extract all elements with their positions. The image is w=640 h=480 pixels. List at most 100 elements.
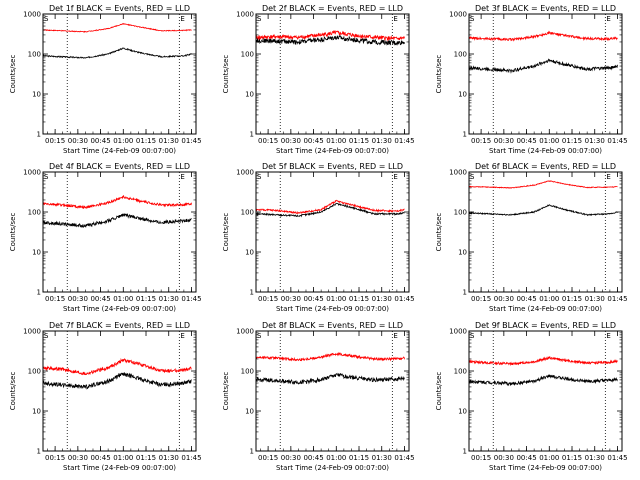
series-line	[42, 357, 192, 376]
x-tick-label: 01:30	[159, 137, 179, 145]
y-tick-label: 100	[454, 209, 467, 217]
chart-title: Det 3f BLACK = Events, RED = LLD	[475, 4, 616, 13]
series-line	[42, 213, 192, 228]
plot-frame	[468, 171, 623, 293]
series-line	[255, 202, 405, 218]
x-tick-label: 00:45	[516, 137, 536, 145]
marker-label: S	[470, 173, 475, 181]
marker-label: E	[606, 15, 610, 23]
x-tick-label: 00:45	[303, 137, 323, 145]
series-line	[255, 199, 405, 215]
marker-label: S	[257, 15, 262, 23]
y-tick-label: 10	[32, 408, 41, 416]
y-tick-label: 1000	[236, 328, 254, 336]
series-line	[468, 58, 618, 74]
series-line	[42, 22, 192, 33]
y-tick-label: 1	[463, 448, 467, 456]
x-tick-label: 00:30	[494, 137, 514, 145]
y-tick-label: 10	[458, 249, 467, 257]
plot-frame	[468, 330, 623, 452]
y-tick-label: 1	[463, 289, 467, 297]
x-tick-label: 00:45	[303, 295, 323, 303]
x-tick-label: 00:30	[281, 137, 301, 145]
x-tick-label: 01:30	[159, 454, 179, 462]
x-tick-label: 00:45	[303, 454, 323, 462]
x-tick-label: 00:15	[471, 454, 491, 462]
x-tick-label: 01:15	[349, 454, 369, 462]
x-tick-label: 01:15	[136, 137, 156, 145]
x-tick-label: 01:15	[349, 137, 369, 145]
marker-label: S	[470, 332, 475, 340]
x-tick-label: 01:30	[585, 295, 605, 303]
x-axis-label: Start Time (24-Feb-09 00:07:00)	[276, 464, 389, 472]
y-tick-label: 10	[245, 91, 254, 99]
x-axis-label: Start Time (24-Feb-09 00:07:00)	[276, 147, 389, 155]
x-tick-label: 00:15	[45, 295, 65, 303]
y-tick-label: 100	[241, 51, 254, 59]
y-tick-label: 1000	[449, 328, 467, 336]
x-axis-label: Start Time (24-Feb-09 00:07:00)	[63, 464, 176, 472]
y-tick-label: 1000	[449, 11, 467, 19]
y-tick-label: 100	[454, 368, 467, 376]
y-tick-label: 1000	[23, 11, 41, 19]
x-tick-label: 00:15	[45, 454, 65, 462]
marker-label: S	[44, 15, 49, 23]
marker-label: S	[44, 332, 49, 340]
y-axis-label: Counts/sec	[435, 55, 443, 94]
x-tick-label: 00:30	[281, 454, 301, 462]
chart-title: Det 7f BLACK = Events, RED = LLD	[49, 321, 190, 330]
y-tick-label: 10	[458, 91, 467, 99]
series-line	[468, 204, 618, 217]
y-tick-label: 1	[250, 448, 254, 456]
x-tick-label: 01:15	[136, 295, 156, 303]
x-tick-label: 01:45	[394, 295, 414, 303]
x-tick-label: 01:00	[113, 295, 133, 303]
series-line	[468, 374, 618, 387]
x-tick-label: 01:30	[372, 295, 392, 303]
plot-frame	[42, 13, 197, 135]
y-axis-label: Counts/sec	[9, 372, 17, 411]
x-tick-label: 00:30	[68, 454, 88, 462]
y-tick-label: 1000	[236, 11, 254, 19]
x-tick-label: 00:30	[281, 295, 301, 303]
y-tick-label: 100	[28, 51, 41, 59]
series-line	[42, 372, 192, 390]
x-axis-label: Start Time (24-Feb-09 00:07:00)	[489, 147, 602, 155]
series-line	[468, 30, 618, 42]
y-tick-label: 1	[463, 131, 467, 139]
x-tick-label: 01:45	[607, 295, 627, 303]
x-tick-label: 01:00	[326, 454, 346, 462]
series-line	[255, 372, 405, 385]
x-axis-label: Start Time (24-Feb-09 00:07:00)	[63, 147, 176, 155]
plot-frame	[255, 171, 410, 293]
x-tick-label: 01:45	[607, 454, 627, 462]
y-tick-label: 1000	[23, 328, 41, 336]
y-tick-label: 10	[245, 408, 254, 416]
plot-frame	[255, 330, 410, 452]
x-tick-label: 01:15	[562, 295, 582, 303]
x-tick-label: 01:45	[181, 295, 201, 303]
y-axis-label: Counts/sec	[9, 55, 17, 94]
x-tick-label: 00:30	[494, 454, 514, 462]
chart-title: Det 2f BLACK = Events, RED = LLD	[262, 4, 403, 13]
plot-frame	[42, 171, 197, 293]
x-tick-label: 01:00	[113, 137, 133, 145]
x-tick-label: 01:15	[349, 295, 369, 303]
marker-label: E	[606, 332, 610, 340]
marker-label: S	[257, 173, 262, 181]
x-tick-label: 01:45	[181, 137, 201, 145]
x-tick-label: 00:15	[471, 137, 491, 145]
x-tick-label: 00:30	[68, 295, 88, 303]
x-axis-label: Start Time (24-Feb-09 00:07:00)	[489, 464, 602, 472]
x-tick-label: 00:15	[258, 454, 278, 462]
y-axis-label: Counts/sec	[222, 372, 230, 411]
x-tick-label: 01:30	[585, 137, 605, 145]
x-tick-label: 00:15	[471, 295, 491, 303]
y-tick-label: 10	[458, 408, 467, 416]
x-tick-label: 01:30	[372, 137, 392, 145]
